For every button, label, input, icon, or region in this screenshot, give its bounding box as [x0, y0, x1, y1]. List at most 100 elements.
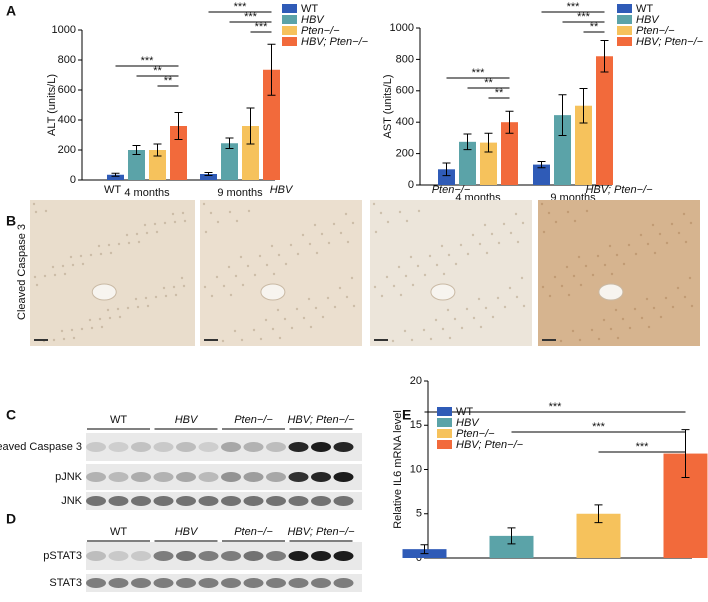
- significance-label: ***: [472, 67, 486, 79]
- panel-label: D: [6, 511, 16, 527]
- band: [266, 472, 286, 482]
- texture: [321, 315, 325, 319]
- group-label: HBV: [175, 414, 199, 426]
- bar: [128, 150, 145, 180]
- bar: [263, 69, 280, 180]
- texture: [521, 221, 525, 225]
- texture: [460, 326, 464, 330]
- texture: [553, 275, 557, 279]
- error-bar: [558, 94, 567, 137]
- y-tick-label: 10: [410, 463, 422, 475]
- texture: [565, 265, 569, 269]
- band: [176, 472, 196, 482]
- texture: [136, 305, 140, 309]
- error-bar: [420, 544, 429, 555]
- texture: [203, 285, 207, 289]
- texture: [479, 325, 483, 329]
- vessel: [598, 283, 624, 301]
- texture: [106, 308, 110, 312]
- texture: [516, 240, 520, 244]
- panel-label: B: [6, 213, 16, 229]
- texture: [391, 339, 395, 343]
- band: [221, 551, 241, 561]
- texture: [547, 211, 551, 215]
- texture: [410, 338, 414, 342]
- texture: [542, 230, 546, 234]
- y-tick-label: 5: [416, 508, 422, 520]
- legend-label: WT: [301, 3, 318, 15]
- texture: [326, 296, 330, 300]
- band: [108, 578, 129, 588]
- texture: [634, 252, 638, 256]
- error-bar: [132, 145, 141, 155]
- row-label: Cleaved Caspase 3: [16, 224, 28, 320]
- error-bar: [174, 112, 183, 140]
- band: [288, 551, 309, 561]
- texture: [665, 241, 669, 245]
- texture: [80, 327, 84, 331]
- texture: [180, 276, 184, 280]
- texture: [70, 328, 74, 332]
- texture: [97, 244, 101, 248]
- significance-label: ***: [567, 1, 581, 13]
- texture: [210, 294, 214, 298]
- group-label: Pten−/−: [234, 414, 273, 426]
- row-label: STAT3: [49, 577, 82, 589]
- texture: [541, 285, 545, 289]
- texture: [307, 297, 311, 301]
- error-bar: [505, 110, 514, 134]
- band: [198, 578, 219, 588]
- column-label: Pten−/−: [432, 184, 471, 196]
- texture: [81, 262, 85, 266]
- texture: [508, 286, 512, 290]
- y-tick-label: 15: [410, 419, 422, 431]
- texture: [472, 316, 476, 320]
- texture: [659, 315, 663, 319]
- column-label: HBV; Pten−/−: [585, 184, 653, 196]
- legend-label: HBV: [301, 14, 325, 26]
- texture: [240, 338, 244, 342]
- texture: [684, 240, 688, 244]
- y-tick-label: 800: [58, 54, 76, 66]
- band: [198, 551, 219, 561]
- legend-swatch: [282, 37, 297, 46]
- band: [266, 551, 286, 561]
- texture: [653, 251, 657, 255]
- texture: [100, 325, 104, 329]
- band: [221, 442, 241, 452]
- error-bar: [537, 160, 546, 169]
- column-label: HBV: [270, 184, 294, 196]
- texture: [182, 284, 186, 288]
- y-tick-label: 1000: [390, 22, 414, 34]
- texture: [61, 264, 65, 268]
- y-tick-label: 400: [396, 116, 414, 128]
- band: [288, 442, 309, 452]
- texture: [71, 263, 75, 267]
- texture: [271, 327, 275, 331]
- x-tick-label: 4 months: [124, 187, 170, 199]
- texture: [491, 315, 495, 319]
- texture: [651, 223, 655, 227]
- texture: [241, 283, 245, 287]
- column-label: WT: [104, 184, 121, 196]
- significance-label: **: [153, 65, 162, 77]
- texture: [134, 297, 138, 301]
- band: [333, 551, 354, 561]
- texture: [652, 306, 656, 310]
- histology-image: [30, 200, 195, 346]
- y-tick-label: 200: [58, 144, 76, 156]
- texture: [32, 202, 36, 206]
- texture: [671, 305, 675, 309]
- texture: [520, 276, 524, 280]
- texture: [621, 317, 625, 321]
- texture: [264, 318, 268, 322]
- texture: [352, 304, 356, 308]
- panel-label: C: [6, 407, 16, 423]
- error-bar: [204, 172, 213, 176]
- bar: [170, 126, 187, 180]
- texture: [296, 252, 300, 256]
- error-bar: [484, 132, 493, 153]
- texture: [447, 253, 451, 257]
- texture: [60, 329, 64, 333]
- texture: [658, 232, 662, 236]
